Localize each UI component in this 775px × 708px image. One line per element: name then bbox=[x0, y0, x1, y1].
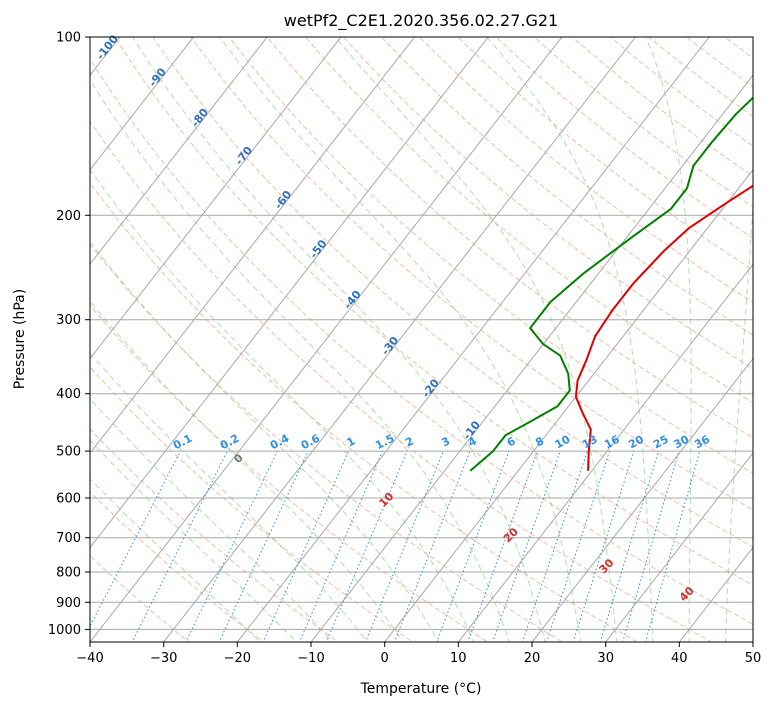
x-tick-label: −30 bbox=[150, 651, 177, 666]
x-tick-label: 0 bbox=[381, 651, 389, 666]
x-tick-label: 10 bbox=[450, 651, 467, 666]
isotherm-line bbox=[310, 74, 753, 642]
mixing-ratio-line bbox=[644, 450, 701, 642]
moist-adiabat-line bbox=[725, 198, 753, 642]
x-tick-label: −10 bbox=[297, 651, 324, 666]
series-layer bbox=[469, 96, 753, 472]
mixing-ratio-label: 16 bbox=[602, 433, 622, 452]
mixing-ratio-label: 36 bbox=[692, 433, 712, 452]
mixing-ratio-label: 10 bbox=[553, 433, 573, 452]
x-axis-label: Temperature (°C) bbox=[360, 681, 482, 697]
mixing-ratio-line bbox=[572, 450, 635, 642]
mixing-ratio-line bbox=[393, 450, 471, 642]
isotherm-line bbox=[236, 37, 710, 642]
isotherm-line bbox=[457, 263, 753, 642]
x-tick-label: −40 bbox=[76, 651, 103, 666]
y-tick-label: 800 bbox=[56, 566, 81, 581]
y-tick-label: 600 bbox=[56, 492, 81, 507]
moist-adiabat-line bbox=[334, 37, 618, 642]
y-tick-label: 300 bbox=[56, 313, 81, 328]
dry-adiabat-line bbox=[266, 37, 753, 439]
isotherm-line bbox=[90, 37, 342, 360]
x-tick-label: 40 bbox=[671, 651, 688, 666]
dewpoint-profile-line bbox=[469, 96, 753, 472]
y-tick-label: 400 bbox=[56, 387, 81, 402]
isotherm-line bbox=[90, 37, 268, 266]
dry-adiabat-line bbox=[381, 37, 753, 336]
mixing-ratio-label: 13 bbox=[580, 433, 600, 452]
mixing-ratio-line bbox=[436, 450, 510, 642]
plot-frame bbox=[89, 36, 754, 643]
mixing-ratio-label: 30 bbox=[672, 433, 692, 452]
isotherm-line bbox=[90, 37, 489, 549]
mixing-ratio-line bbox=[325, 450, 408, 642]
x-axis-ticks: −40 −30 −20 −10 0 10 20 30 40 50 bbox=[76, 642, 761, 666]
dry-adiabat-line bbox=[90, 58, 753, 625]
mixing-ratio-line bbox=[364, 450, 444, 642]
dry-adiabat-line bbox=[228, 37, 753, 474]
dry-adiabat-line bbox=[90, 243, 564, 642]
dry-adiabat-line bbox=[90, 554, 190, 642]
isotherm-line bbox=[90, 37, 416, 454]
moist-adiabat-line bbox=[486, 37, 654, 642]
y-tick-label: 500 bbox=[56, 445, 81, 460]
isotherm-line bbox=[384, 168, 753, 642]
x-tick-label: −20 bbox=[224, 651, 251, 666]
chart-title: wetPf2_C2E1.2020.356.02.27.G21 bbox=[284, 11, 558, 31]
mixing-ratio-line bbox=[131, 450, 228, 642]
mixing-ratio-line bbox=[599, 450, 659, 642]
temperature-profile-line bbox=[574, 184, 753, 471]
mixing-ratio-line bbox=[622, 450, 680, 642]
y-tick-label: 200 bbox=[56, 209, 81, 224]
mixing-ratio-line bbox=[298, 450, 383, 642]
mixing-ratio-line bbox=[185, 450, 278, 642]
isotherm-line bbox=[531, 357, 753, 642]
isotherm-line bbox=[163, 37, 637, 642]
mixing-ratio-label: 20 bbox=[626, 433, 646, 452]
y-tick-label: 100 bbox=[56, 31, 81, 46]
isotherm-line bbox=[678, 546, 753, 642]
mixing-ratio-line bbox=[218, 450, 309, 642]
y-tick-label: 900 bbox=[56, 596, 81, 611]
y-axis-label: Pressure (hPa) bbox=[12, 289, 28, 389]
moist-adiabat-line bbox=[90, 478, 261, 642]
mixing-ratio-label: 25 bbox=[651, 433, 671, 452]
mixing-ratio-line bbox=[262, 450, 350, 642]
isotherm-line bbox=[605, 452, 753, 642]
isotherm-line bbox=[90, 37, 563, 642]
moist-adiabat-line bbox=[219, 37, 582, 642]
y-tick-label: 700 bbox=[56, 531, 81, 546]
x-tick-label: 50 bbox=[745, 651, 762, 666]
y-axis-ticks: 100 200 300 400 500 600 700 800 900 1000 bbox=[48, 31, 90, 638]
x-tick-label: 30 bbox=[597, 651, 614, 666]
moist-adiabat-line bbox=[645, 37, 692, 642]
grid-lines bbox=[90, 37, 753, 642]
x-tick-label: 20 bbox=[524, 651, 541, 666]
y-tick-label: 1000 bbox=[48, 623, 81, 638]
isotherm-line bbox=[90, 37, 195, 171]
